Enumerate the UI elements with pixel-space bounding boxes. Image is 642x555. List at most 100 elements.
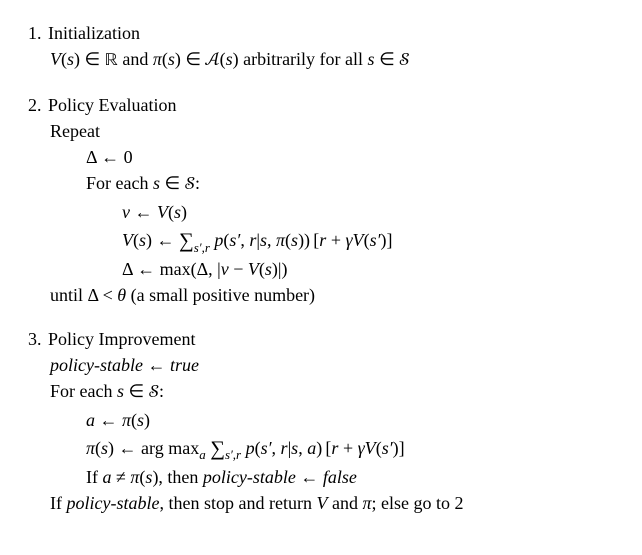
- text: V: [316, 493, 327, 513]
- section-2-number: 2.: [28, 92, 48, 118]
- text: s: [226, 49, 233, 69]
- text: ,: [298, 438, 307, 458]
- text: +: [338, 438, 357, 458]
- text: Δ ← max(Δ, |: [122, 259, 221, 279]
- text: ∈: [375, 49, 400, 69]
- text: 𝒮: [149, 384, 159, 402]
- text: For each: [50, 381, 117, 401]
- text: γV: [345, 230, 363, 250]
- text: V: [248, 259, 259, 279]
- text: ≠: [112, 467, 131, 487]
- until-line: until Δ < θ (a small positive number): [28, 282, 622, 308]
- argmax-subscript: a: [199, 447, 205, 462]
- text: policy-stable: [67, 493, 160, 513]
- text: 𝒜: [206, 52, 220, 70]
- text: and: [327, 493, 362, 513]
- text: s: [174, 202, 181, 222]
- text: v: [221, 259, 229, 279]
- section-3-title: 3.Policy Improvement: [28, 326, 622, 352]
- text: ,: [272, 438, 281, 458]
- if-not-equal-line: If a ≠ π(s), then policy-stable ← false: [28, 464, 622, 490]
- text: r: [281, 438, 288, 458]
- text: ): [181, 202, 187, 222]
- section-1-title-text: Initialization: [48, 23, 140, 43]
- text: ): [316, 438, 322, 458]
- foreach-s-line: For each s ∈ 𝒮:: [28, 170, 622, 198]
- text: 𝒮: [399, 52, 409, 70]
- text: )|): [272, 259, 288, 279]
- foreach-s-line-2: For each s ∈ 𝒮:: [28, 378, 622, 406]
- text: ]: [399, 438, 405, 458]
- section-2-title: 2.Policy Evaluation: [28, 92, 622, 118]
- text: a: [307, 438, 316, 458]
- text: ]: [387, 230, 393, 250]
- section-initialization: 1.Initialization V(s) ∈ ℝ and π(s) ∈ 𝒜(s…: [28, 20, 622, 74]
- text: π: [86, 438, 95, 458]
- text: π: [122, 410, 131, 430]
- text: p: [241, 438, 255, 458]
- text: and: [118, 49, 153, 69]
- text: ) ← arg max: [108, 438, 199, 458]
- text: ) ←: [146, 230, 179, 250]
- text: s: [139, 230, 146, 250]
- text: (a small positive number): [126, 285, 315, 305]
- text: p: [210, 230, 224, 250]
- text: 𝒮: [185, 176, 195, 194]
- text: γV: [358, 438, 376, 458]
- sum-subscript: s′,r: [194, 240, 210, 255]
- text: V: [50, 49, 61, 69]
- text: +: [326, 230, 345, 250]
- section-1-number: 1.: [28, 20, 48, 46]
- section-policy-evaluation: 2.Policy Evaluation Repeat Δ ← 0 For eac…: [28, 92, 622, 308]
- init-line: V(s) ∈ ℝ and π(s) ∈ 𝒜(s) arbitrarily for…: [28, 46, 622, 74]
- v-assign-line: v ← V(s): [28, 199, 622, 225]
- text: s′: [229, 230, 240, 250]
- text: v: [122, 202, 130, 222]
- text: If: [50, 493, 67, 513]
- text: θ: [117, 285, 126, 305]
- sum-subscript: s′,r: [225, 447, 241, 462]
- section-policy-improvement: 3.Policy Improvement policy-stable ← tru…: [28, 326, 622, 516]
- text: policy-stable: [203, 467, 296, 487]
- text: s: [137, 410, 144, 430]
- sum-symbol: ∑: [179, 230, 194, 252]
- section-1-title: 1.Initialization: [28, 20, 622, 46]
- text: ; else go to 2: [371, 493, 463, 513]
- delta-max-line: Δ ← max(Δ, |v − V(s)|): [28, 256, 622, 282]
- text: ,: [267, 230, 276, 250]
- argmax-line: π(s) ← arg maxa ∑s′,r p(s′, r|s, a)[r + …: [28, 433, 622, 464]
- text: ←: [143, 355, 170, 375]
- text: ←: [95, 410, 122, 430]
- text: ∈: [124, 381, 149, 401]
- text: s′: [382, 438, 393, 458]
- repeat-line: Repeat: [28, 118, 622, 144]
- text: −: [229, 259, 248, 279]
- text: ) ∈: [74, 49, 105, 69]
- text: V: [122, 230, 133, 250]
- policy-stable-init-line: policy-stable ← true: [28, 352, 622, 378]
- text: s: [265, 259, 272, 279]
- text: If: [86, 467, 103, 487]
- text: :: [159, 381, 164, 401]
- text: false: [323, 467, 357, 487]
- text: ): [144, 410, 150, 430]
- text: , then stop and return: [159, 493, 316, 513]
- text: s: [101, 438, 108, 458]
- section-3-title-text: Policy Improvement: [48, 329, 195, 349]
- text: ) ∈: [175, 49, 206, 69]
- a-assign-line: a ← π(s): [28, 407, 622, 433]
- text: :: [195, 173, 200, 193]
- text: a: [86, 410, 95, 430]
- text: V: [157, 202, 168, 222]
- text: )): [298, 230, 310, 250]
- text: ) arbitrarily for all: [233, 49, 368, 69]
- text: s′: [370, 230, 381, 250]
- text: s: [168, 49, 175, 69]
- text: ), then: [152, 467, 202, 487]
- text: π: [153, 49, 162, 69]
- delta-zero-line: Δ ← 0: [28, 144, 622, 170]
- text: π: [276, 230, 285, 250]
- text: a: [103, 467, 112, 487]
- text: until Δ <: [50, 285, 117, 305]
- text: s: [153, 173, 160, 193]
